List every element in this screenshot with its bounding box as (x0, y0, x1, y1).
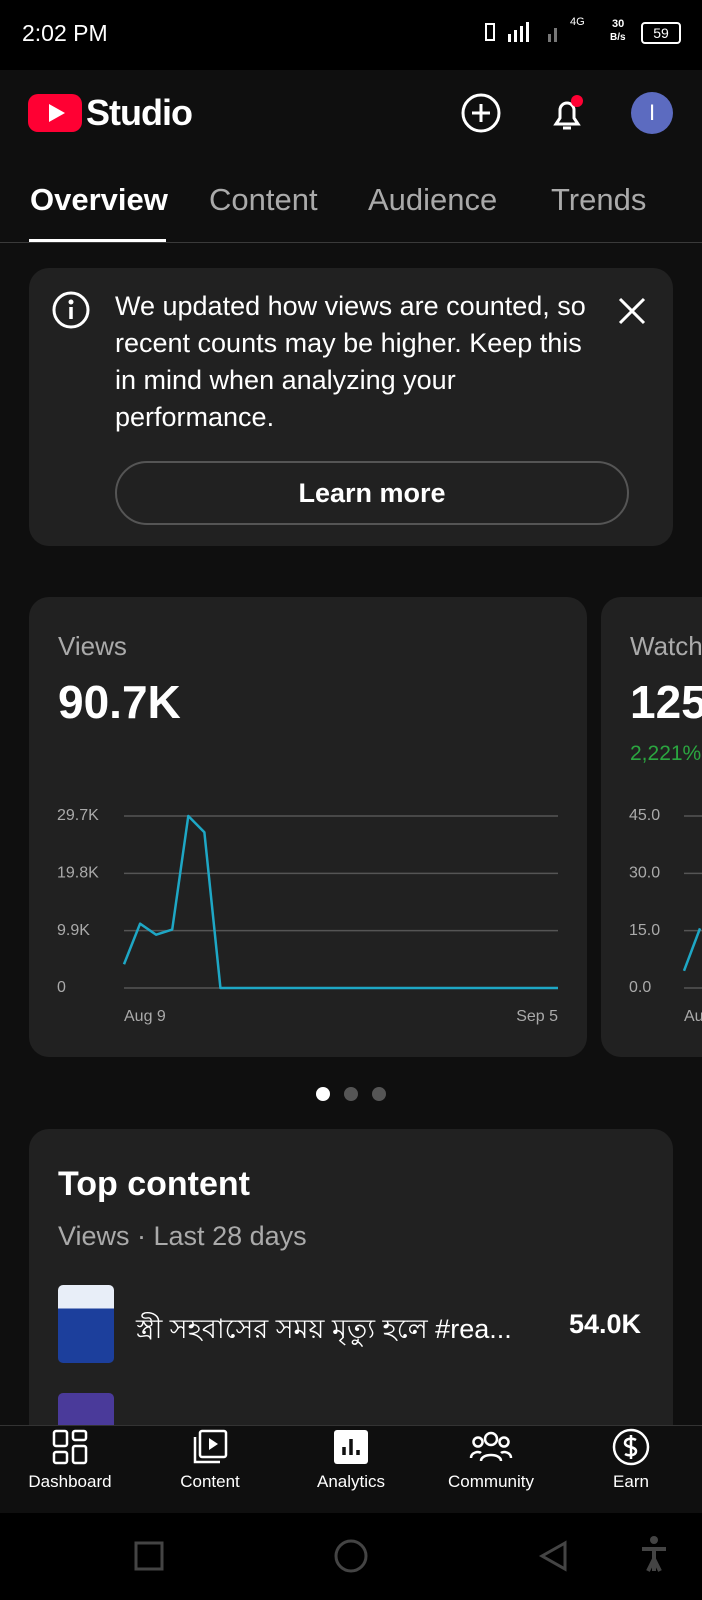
tab[interactable]: Audience (368, 182, 498, 217)
nav-icon (334, 1430, 368, 1464)
x-tick-label: Sep 5 (516, 1008, 558, 1025)
pager-dots (316, 1087, 386, 1101)
avatar[interactable]: I (631, 92, 673, 134)
nav-icon (52, 1429, 88, 1465)
x-tick-label: Au (684, 1008, 702, 1025)
notice-text: We updated how views are counted, so rec… (115, 291, 586, 432)
metric-label: Views (58, 631, 127, 661)
thumbnail[interactable] (58, 1285, 114, 1363)
notice-card: We updated how views are counted, so rec… (29, 268, 673, 546)
x-tick-label: Aug 9 (124, 1008, 166, 1025)
y-tick-label: 45.0 (629, 807, 660, 824)
app-title: Studio (86, 92, 193, 133)
data-line (122, 814, 558, 990)
nav-icon (469, 1431, 513, 1462)
section-title: Top content (58, 1165, 250, 1203)
battery: 59 (641, 22, 681, 44)
watch-card[interactable]: Watch 125 2,221% 0.0 15.0 30.0 45.0 Au (601, 597, 702, 1057)
signal-icons (485, 22, 557, 42)
metric-value: 90.7K (58, 676, 181, 728)
info-icon (52, 291, 90, 329)
watch-chart: 0.0 15.0 30.0 45.0 Au (629, 807, 702, 1025)
status-time: 2:02 PM (22, 20, 108, 46)
speed: 30 (612, 18, 625, 30)
tab[interactable]: Trends (551, 182, 647, 217)
nav-content[interactable]: Content (140, 1428, 280, 1492)
y-tick-label: 30.0 (629, 865, 660, 882)
speed-unit: B/s (610, 32, 626, 43)
views-chart: 0 9.9K 19.8K 29.7K Aug 9 Sep 5 (57, 807, 558, 1025)
section-subtitle: Views · Last 28 days (58, 1221, 307, 1251)
learn-more-button[interactable]: Learn more (115, 461, 629, 525)
video-views: 54.0K (569, 1309, 642, 1339)
metric-change: 2,221% (630, 742, 702, 765)
views-card[interactable]: Views 90.7K 0 9.9K 19.8K 29.7K Aug 9 Sep 5 (29, 597, 587, 1057)
logo (28, 94, 82, 132)
y-tick-label: 9.9K (57, 922, 90, 939)
nav-label: Dashboard (28, 1472, 112, 1491)
nav-dashboard[interactable]: Dashboard (0, 1428, 140, 1492)
y-tick-label: 15.0 (629, 922, 660, 939)
nav-community[interactable]: Community (421, 1428, 561, 1492)
divider (0, 242, 702, 243)
tab-indicator (29, 239, 166, 243)
tab[interactable]: Overview (30, 182, 168, 217)
nav-label: Earn (613, 1472, 649, 1491)
nav-earn[interactable]: Earn (561, 1428, 701, 1492)
close-button[interactable] (617, 296, 647, 326)
create-button[interactable] (460, 92, 502, 134)
tab[interactable]: Content (209, 182, 318, 217)
y-tick-label: 29.7K (57, 807, 99, 824)
nav-label: Content (180, 1472, 240, 1491)
notifications-button[interactable] (546, 92, 588, 134)
y-tick-label: 0.0 (629, 979, 651, 996)
y-tick-label: 0 (57, 979, 66, 996)
metric-value: 125 (630, 676, 702, 728)
top-content-card: Top content Views · Last 28 days স্ত্রী … (29, 1129, 673, 1469)
status-bar: 2:02 PM 4G 30 B/s 59 (0, 0, 702, 70)
metric-label: Watch (630, 631, 702, 661)
system-nav (0, 1513, 702, 1600)
video-title[interactable]: স্ত্রী সহবাসের সময় মৃত্যু হলে #rea... (136, 1314, 512, 1344)
y-tick-label: 19.8K (57, 865, 99, 882)
data-line (682, 927, 702, 972)
nav-label: Community (448, 1472, 534, 1491)
nav-analytics[interactable]: Analytics (281, 1428, 421, 1492)
network-type: 4G (570, 16, 585, 28)
nav-icon (193, 1429, 228, 1464)
nav-icon (612, 1428, 650, 1466)
nav-label: Analytics (316, 1472, 386, 1491)
